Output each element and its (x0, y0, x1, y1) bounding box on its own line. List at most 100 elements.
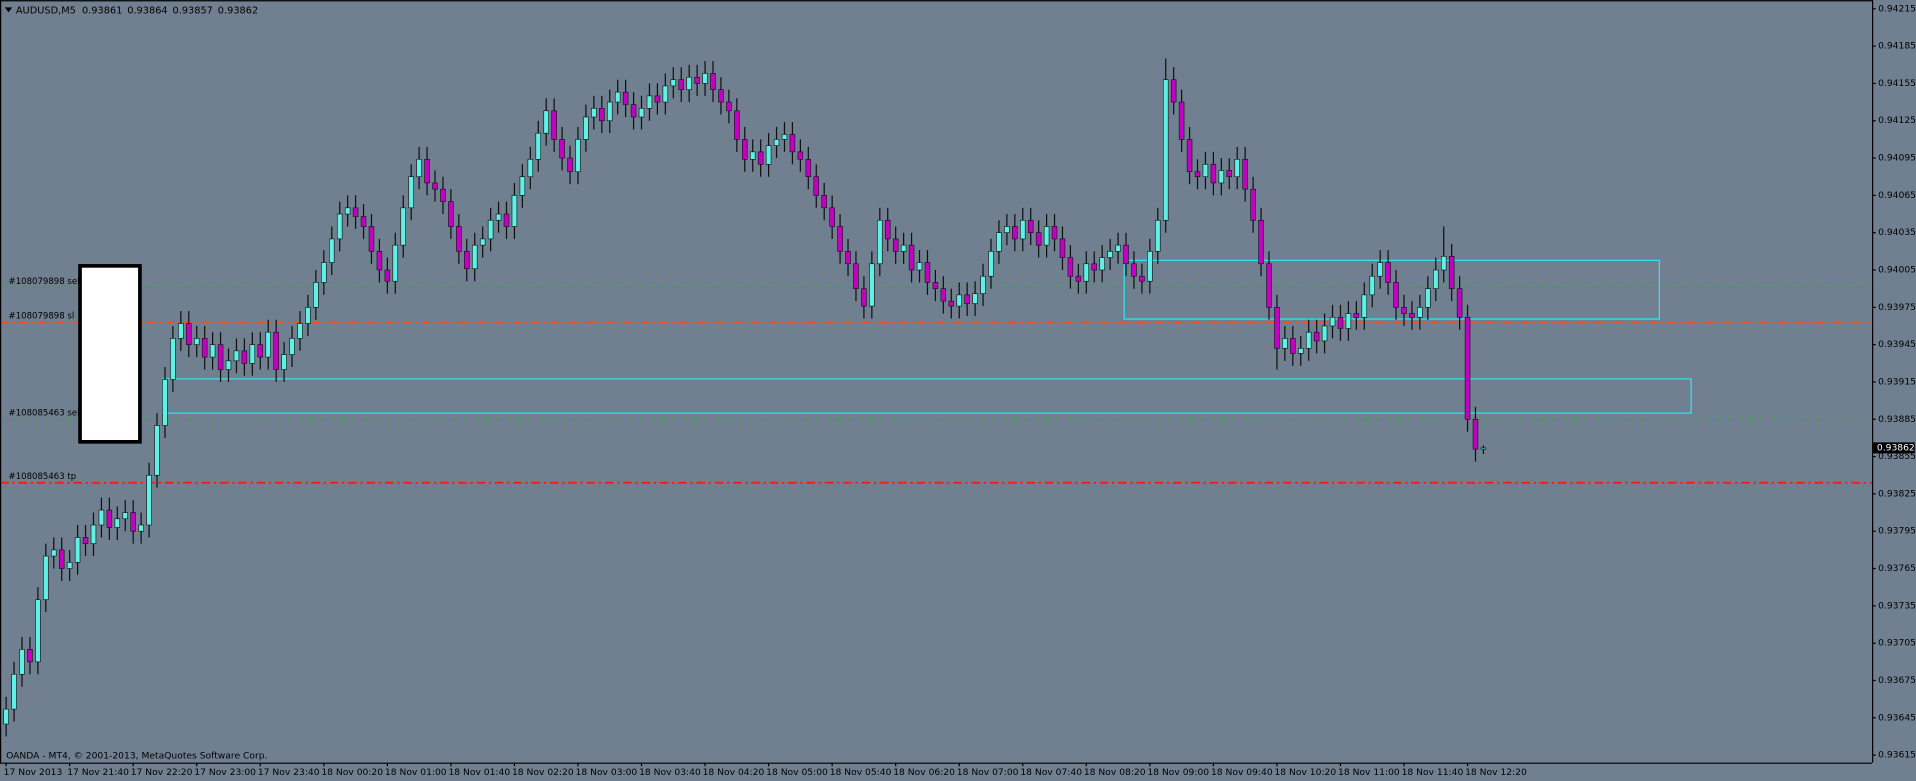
x-tick-label: 18 Nov 04:20 (703, 767, 765, 778)
candle-body (3, 708, 9, 725)
candle-body (321, 262, 327, 283)
candle-body (1091, 263, 1097, 271)
candle-body (1115, 244, 1121, 252)
candle-body (1075, 275, 1082, 282)
last-low: 0.93857 (173, 5, 213, 16)
y-tick-label: 0.94215 (1878, 3, 1916, 14)
candle-body (146, 474, 152, 526)
x-tick-label: 18 Nov 05:00 (766, 767, 828, 778)
candle-body (114, 518, 121, 528)
candle-body (416, 158, 422, 178)
candle-body (972, 293, 978, 304)
candle-body (980, 275, 986, 294)
x-tick-label: 18 Nov 01:40 (448, 767, 510, 778)
candle-body (591, 108, 597, 118)
x-tick-label: 18 Nov 07:40 (1020, 767, 1082, 778)
candle-body (209, 344, 216, 358)
candle-body (726, 101, 732, 112)
candle-body (869, 263, 875, 307)
y-tick-label: 0.93765 (1878, 563, 1916, 574)
candle-body (1464, 316, 1471, 420)
candle-body (225, 360, 232, 370)
y-tick-label: 0.94095 (1878, 153, 1916, 164)
candle-body (1051, 226, 1058, 240)
candle-body (35, 599, 41, 663)
y-tick-label: 0.93795 (1878, 526, 1916, 537)
candle-body (1425, 288, 1431, 308)
y-tick-label: 0.93975 (1878, 302, 1916, 313)
candle-body (265, 331, 271, 358)
last-open: 0.93861 (82, 5, 122, 16)
candle-body (599, 108, 605, 122)
candle-body (551, 110, 557, 140)
candle-body (376, 251, 383, 271)
candle-body (74, 537, 81, 563)
candle-body (464, 251, 470, 270)
y-tick-label: 0.93915 (1878, 376, 1916, 387)
candle-body (456, 226, 462, 252)
candle-body (877, 219, 883, 265)
candle-body (106, 509, 113, 528)
candle-body (670, 79, 677, 87)
candle-body (829, 207, 835, 227)
candle-body (686, 76, 692, 90)
candle-body (1305, 331, 1312, 349)
order-label: #108079898 sell (9, 277, 82, 287)
x-tick-label: 18 Nov 09:00 (1147, 767, 1209, 778)
candle-body (384, 269, 391, 282)
candle-body (781, 134, 788, 140)
last-high: 0.93864 (127, 5, 167, 16)
candle-body (583, 116, 589, 140)
y-tick-label: 0.93945 (1878, 339, 1916, 350)
candle-body (630, 104, 637, 118)
candle-body (162, 379, 168, 426)
y-tick-label: 0.94005 (1878, 265, 1916, 276)
candle-body (702, 73, 708, 84)
candle-body (932, 282, 939, 289)
candle-body (1329, 316, 1336, 327)
y-tick-label: 0.93855 (1878, 451, 1916, 462)
x-tick-label: 18 Nov 01:00 (385, 767, 447, 778)
candle-body (1282, 338, 1288, 349)
candle-body (122, 512, 128, 520)
candle-body (694, 76, 700, 84)
candle-body (51, 549, 57, 557)
candle-body (1448, 256, 1455, 289)
candle-body (1170, 79, 1177, 103)
candle-body (646, 95, 653, 109)
candle-body (1401, 307, 1407, 314)
candle-body (1369, 275, 1375, 296)
x-tick-label: 18 Nov 12:20 (1465, 767, 1527, 778)
candle-body (813, 176, 820, 196)
candle-body (360, 216, 367, 227)
candle-body (964, 294, 970, 304)
candle-body (424, 158, 430, 184)
candle-body (344, 207, 351, 215)
candle-body (440, 188, 446, 202)
candle-body (535, 132, 542, 160)
candle-body (1162, 79, 1169, 221)
candle-body (1377, 262, 1383, 277)
candle-body (329, 238, 335, 263)
candle-body (1210, 163, 1217, 184)
candle-body (170, 338, 176, 380)
x-tick-label: 18 Nov 05:40 (830, 767, 892, 778)
candle-body (305, 307, 311, 324)
y-tick-label: 0.93885 (1878, 414, 1916, 425)
candle-body (1139, 275, 1145, 282)
candle-body (241, 350, 248, 364)
candle-body (892, 238, 899, 252)
candle-body (773, 139, 780, 146)
y-tick-label: 0.93735 (1878, 600, 1916, 611)
candle-body (1472, 418, 1479, 450)
x-tick-label: 18 Nov 10:20 (1274, 767, 1336, 778)
candle-body (1194, 171, 1201, 178)
candle-body (861, 288, 867, 307)
candle-body (527, 158, 534, 178)
y-tick-label: 0.93615 (1878, 750, 1916, 761)
candle-body (1202, 163, 1209, 178)
footer: OANDA - MT4, © 2001-2013, MetaQuotes Sof… (6, 750, 267, 761)
candle-body (336, 213, 343, 240)
candle-body (1274, 307, 1280, 349)
